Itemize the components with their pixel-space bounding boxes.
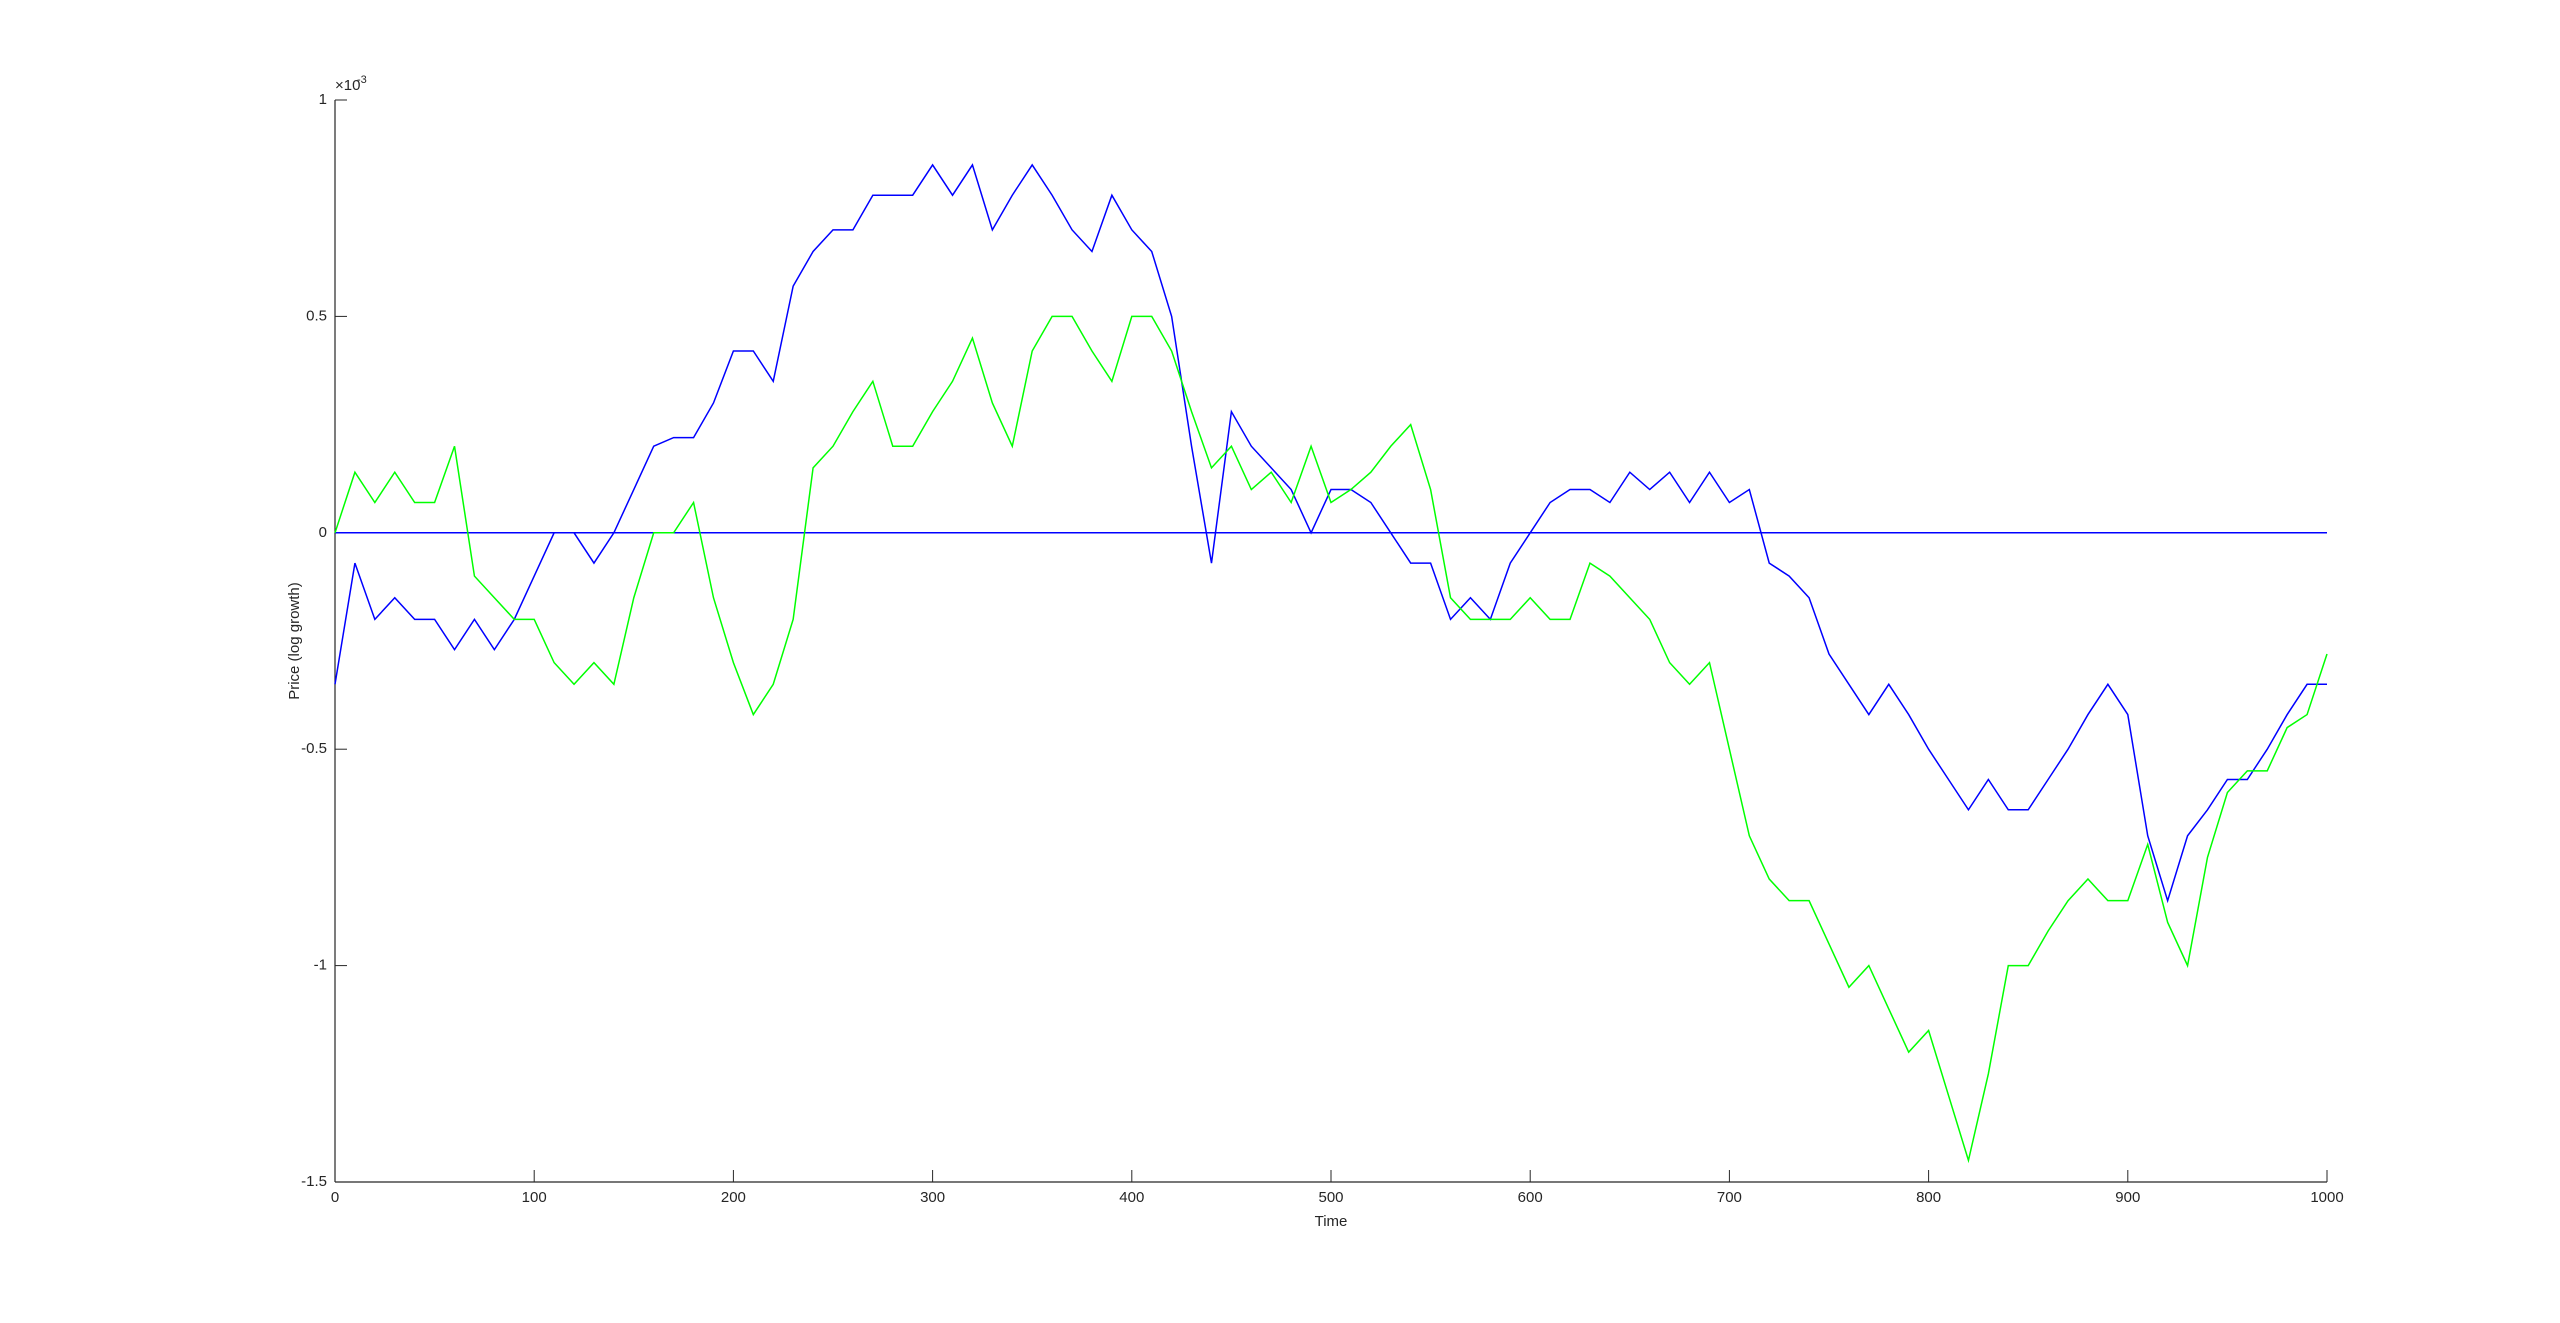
y-tick-label: -0.5 bbox=[301, 740, 327, 757]
y-tick-label: -1 bbox=[314, 957, 327, 974]
x-tick-label: 300 bbox=[920, 1189, 945, 1206]
x-tick-label: 500 bbox=[1318, 1189, 1343, 1206]
x-axis-label: Time bbox=[1315, 1213, 1348, 1230]
y-tick-label: 0.5 bbox=[306, 307, 327, 324]
y-axis-label: Price (log growth) bbox=[286, 582, 303, 700]
x-tick-label: 100 bbox=[522, 1189, 547, 1206]
x-tick-label: 400 bbox=[1119, 1189, 1144, 1206]
x-tick-label: 0 bbox=[331, 1189, 339, 1206]
x-tick-label: 900 bbox=[2115, 1189, 2140, 1206]
x-tick-label: 200 bbox=[721, 1189, 746, 1206]
series-line bbox=[334, 315, 2328, 1164]
y-multiplier-exponent: -3 bbox=[357, 74, 367, 86]
x-tick-label: 800 bbox=[1916, 1189, 1941, 1206]
x-tick-label: 700 bbox=[1717, 1189, 1742, 1206]
y-multiplier-base: ×10 bbox=[335, 77, 360, 94]
x-tick-label: 600 bbox=[1518, 1189, 1543, 1206]
y-tick-label: -1.5 bbox=[301, 1173, 327, 1190]
y-tick-label: 0 bbox=[319, 524, 327, 541]
series-line bbox=[334, 163, 2327, 904]
x-tick-label: 1000 bbox=[2310, 1189, 2343, 1206]
y-tick-label: 1 bbox=[319, 91, 327, 108]
